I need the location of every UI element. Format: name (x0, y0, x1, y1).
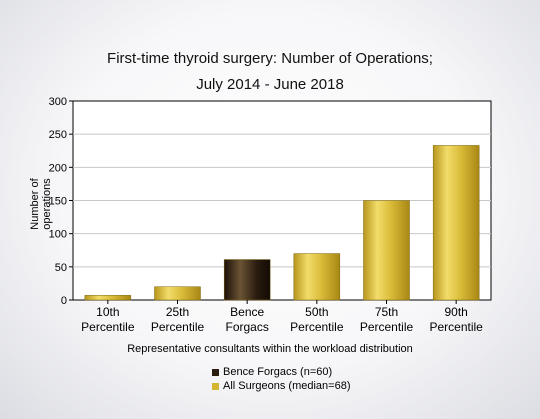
legend-swatch-all-surgeons (212, 382, 219, 390)
y-tick-label: 50 (55, 262, 67, 274)
x-tick-label: Percentile (81, 320, 135, 334)
bar-percentile (363, 200, 410, 301)
x-tick-label: 25th (166, 305, 189, 319)
bar-percentile (432, 145, 480, 301)
x-tick-label: Percentile (360, 320, 414, 334)
x-tick-label: 75th (375, 305, 398, 319)
x-tick-label: Percentile (429, 320, 483, 334)
legend-item-all-surgeons: All Surgeons (median=68) (212, 380, 351, 392)
x-tick-label: Forgacs (225, 320, 268, 334)
y-tick-label: 0 (61, 295, 67, 307)
x-tick-label: 10th (96, 305, 119, 319)
chart-title-line-1: First-time thyroid surgery: Number of Op… (107, 50, 433, 67)
legend-item-surgeon: Bence Forgacs (n=60) (212, 366, 332, 378)
x-tick-label: 50th (305, 305, 328, 319)
x-tick-label: Percentile (290, 320, 344, 334)
bar-surgeon (223, 259, 271, 301)
bar-percentile (293, 253, 341, 301)
x-tick-label: 90th (444, 305, 467, 319)
y-axis-label: Number of operations (29, 178, 53, 230)
y-tick-label: 250 (49, 129, 67, 141)
y-tick-label: 150 (49, 196, 67, 208)
y-tick-label: 100 (49, 229, 67, 241)
x-axis-label: Representative consultants within the wo… (127, 343, 413, 355)
legend-label-all-surgeons: All Surgeons (median=68) (223, 380, 351, 392)
bar-percentile (154, 286, 201, 301)
x-tick-label: Bence (230, 305, 264, 319)
y-tick-label: 200 (49, 162, 67, 174)
x-tick-label: Percentile (151, 320, 205, 334)
chart-title-line-2: July 2014 - June 2018 (196, 76, 344, 93)
y-tick-label: 300 (49, 96, 67, 108)
legend-swatch-surgeon (212, 368, 219, 376)
bar-percentile (84, 295, 132, 301)
legend-label-surgeon: Bence Forgacs (n=60) (223, 366, 333, 378)
